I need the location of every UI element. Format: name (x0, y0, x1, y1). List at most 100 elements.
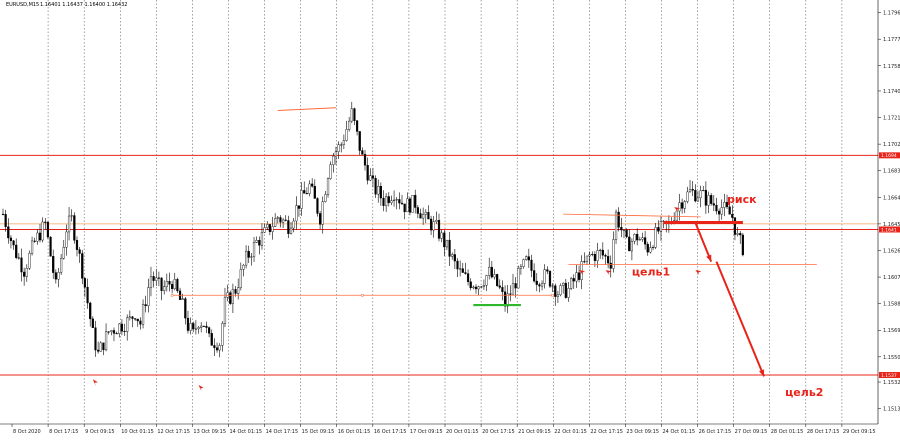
y-tick-label: 1.1532 (883, 380, 900, 386)
candle-body (681, 202, 684, 209)
candle-body (348, 120, 351, 130)
candle-body (171, 284, 174, 289)
range-top-line (563, 213, 701, 218)
candle-body (189, 323, 192, 331)
candle-body (403, 203, 406, 213)
candle-body (157, 277, 161, 279)
candle-body (274, 218, 277, 227)
candle-body (25, 268, 28, 277)
candle-body (266, 224, 269, 228)
candle-body (456, 260, 459, 270)
candle-body (543, 269, 546, 284)
candle-body (414, 195, 417, 208)
candle-body (496, 274, 499, 286)
candle-body (163, 286, 166, 291)
candle-body (657, 227, 660, 232)
time-axis: 8 Oct 2020 8 Oct 17:15 9 Oct 09:15 10 Oct 0… (0, 423, 878, 435)
candle-body (392, 199, 396, 201)
candle-body (377, 186, 380, 195)
candle-body (110, 330, 113, 332)
candle-body (459, 268, 462, 270)
x-tick-label: 29 Oct 09:15 (843, 429, 876, 435)
y-tick-label: 1.1758 (883, 64, 900, 70)
candle-body (633, 234, 636, 242)
candle-body (411, 195, 414, 213)
candle-body (326, 178, 330, 195)
candle-body (641, 237, 644, 240)
y-tick-label: 1.1702 (883, 142, 900, 148)
candle-body (511, 283, 515, 295)
candle-body (498, 285, 501, 288)
candle-body (733, 217, 737, 235)
candle-body (28, 252, 31, 269)
x-tick-label: 23 Oct 09:15 (626, 429, 659, 435)
candle-body (123, 331, 126, 333)
candle-body (493, 274, 496, 278)
y-tick-label: 1.1721 (883, 116, 900, 122)
candle-body (353, 108, 356, 121)
candle-body (112, 330, 116, 334)
candle-body (374, 178, 377, 195)
candle-body (485, 275, 488, 286)
candle-body (86, 286, 89, 304)
candle-body (715, 205, 718, 212)
candle-body (260, 232, 264, 246)
y-tick-label: 1.1588 (883, 302, 900, 308)
candle-body (675, 210, 678, 221)
x-tick-label: 24 Oct 01:15 (663, 429, 696, 435)
x-tick-label: 16 Oct 01:15 (338, 429, 371, 435)
candle-body (321, 201, 324, 225)
candle-body (601, 249, 604, 256)
candle-body (81, 253, 84, 279)
candle-body (530, 259, 533, 271)
candle-body (218, 345, 221, 351)
candle-body (128, 316, 131, 319)
candle-body (649, 247, 652, 253)
candle-body (474, 286, 478, 290)
candle-body (49, 236, 52, 257)
x-tick-label: 8 Oct 2020 (13, 429, 41, 435)
candle-body (136, 318, 139, 322)
candle-body (556, 294, 560, 297)
candle-body (704, 190, 707, 206)
candles (1, 101, 744, 358)
candle-body (710, 195, 713, 204)
candle-body (366, 164, 369, 181)
candle-body (340, 144, 343, 146)
candle-body (120, 323, 124, 332)
x-tick-label: 13 Oct 09:15 (193, 429, 226, 435)
signal-arrow-marker (605, 270, 612, 276)
candle-body (115, 333, 118, 335)
candle-body (20, 257, 23, 273)
x-tick-label: 20 Oct 17:15 (482, 429, 515, 435)
candle-body (731, 214, 734, 218)
candle-body (406, 198, 409, 213)
candle-body (289, 227, 293, 234)
annotations: риск цель1 цель2 (632, 193, 824, 399)
candle-body (297, 205, 301, 209)
candle-body (604, 255, 607, 257)
candle-body (152, 276, 155, 281)
signal-arrow-marker (92, 379, 98, 387)
candle-body (281, 219, 285, 223)
grid-lines (47, 0, 843, 424)
candle-body (271, 226, 274, 232)
candle-body (30, 240, 34, 254)
candle-body (522, 259, 525, 267)
candle-body (585, 255, 589, 262)
candle-body (432, 221, 435, 231)
candle-body (382, 197, 385, 206)
candle-body (501, 287, 504, 293)
y-tick-label: 1.1569 (883, 328, 900, 334)
candle-body (385, 196, 388, 206)
candle-body (723, 202, 726, 208)
candle-body (250, 256, 253, 258)
candle-body (210, 333, 213, 346)
candle-body (355, 120, 359, 132)
candle-body (453, 254, 456, 262)
candle-body (461, 268, 464, 273)
candle-body (52, 256, 55, 273)
candle-body (126, 317, 129, 332)
candle-body (70, 215, 73, 217)
candle-body (445, 239, 449, 248)
